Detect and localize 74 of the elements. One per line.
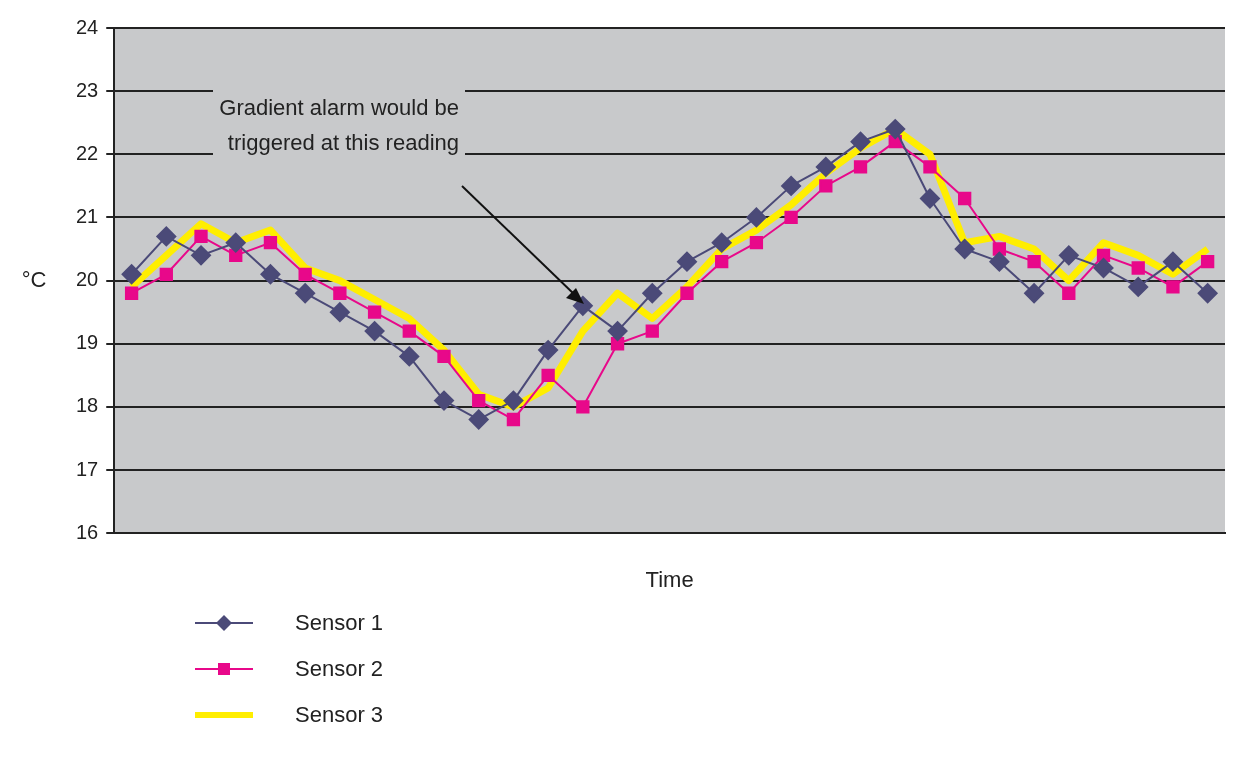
point [364, 321, 385, 342]
point [954, 239, 975, 260]
point [191, 245, 212, 266]
point [503, 390, 524, 411]
annotation: Gradient alarm would be triggered at this reading [213, 90, 465, 160]
point [225, 232, 246, 253]
point [642, 283, 663, 304]
point [645, 324, 659, 338]
y-tick-label: 20 [76, 268, 99, 291]
legend-label: Sensor 2 [295, 656, 384, 682]
y-tick-label: 23 [76, 78, 99, 101]
point [159, 267, 173, 281]
point [819, 179, 833, 193]
point [1024, 283, 1045, 304]
point [919, 188, 940, 209]
point [1027, 255, 1041, 269]
point [263, 236, 278, 250]
point [194, 229, 208, 244]
point [1197, 283, 1218, 304]
point [784, 210, 798, 225]
point [746, 207, 767, 228]
point [1058, 245, 1079, 266]
point [1166, 280, 1180, 294]
x-axis-title: Time [645, 566, 694, 592]
point [124, 286, 139, 300]
y-tick-label: 19 [76, 331, 99, 354]
point [1200, 255, 1215, 269]
point [295, 283, 316, 304]
point [885, 119, 906, 140]
point [367, 305, 382, 319]
point [853, 160, 868, 174]
point [156, 226, 177, 247]
point [434, 390, 454, 411]
point [572, 295, 593, 316]
y-tick-label: 24 [76, 15, 99, 38]
point [468, 409, 489, 430]
point [1062, 286, 1076, 300]
point [506, 412, 521, 427]
point [676, 251, 697, 272]
point [781, 175, 802, 196]
point [399, 346, 420, 367]
point [121, 264, 142, 285]
legend-label: Sensor 1 [295, 610, 384, 636]
point [749, 236, 764, 250]
point [607, 321, 628, 342]
point [1093, 257, 1114, 278]
legend-label: Sensor 3 [295, 702, 384, 728]
point [437, 349, 451, 364]
point [1131, 261, 1145, 275]
y-tick-label: 21 [76, 204, 99, 227]
point [715, 255, 729, 269]
point [923, 160, 937, 174]
point [680, 286, 694, 300]
point [260, 264, 281, 285]
y-tick-label: 18 [76, 394, 99, 417]
y-tick-label: 17 [76, 457, 99, 480]
point [576, 400, 590, 414]
point [538, 340, 559, 361]
point [989, 251, 1010, 272]
point [711, 232, 732, 253]
y-tick-label: 22 [76, 141, 99, 164]
point [958, 191, 972, 206]
point [541, 368, 555, 382]
point [850, 131, 871, 152]
point [333, 286, 347, 300]
y-tick-label: 16 [76, 520, 99, 543]
y-axis-title: °C [21, 266, 47, 292]
point [1162, 251, 1183, 272]
point [472, 393, 486, 408]
point [329, 302, 350, 323]
point [1128, 276, 1149, 297]
point [402, 324, 416, 338]
point [298, 267, 312, 281]
point [815, 156, 836, 177]
